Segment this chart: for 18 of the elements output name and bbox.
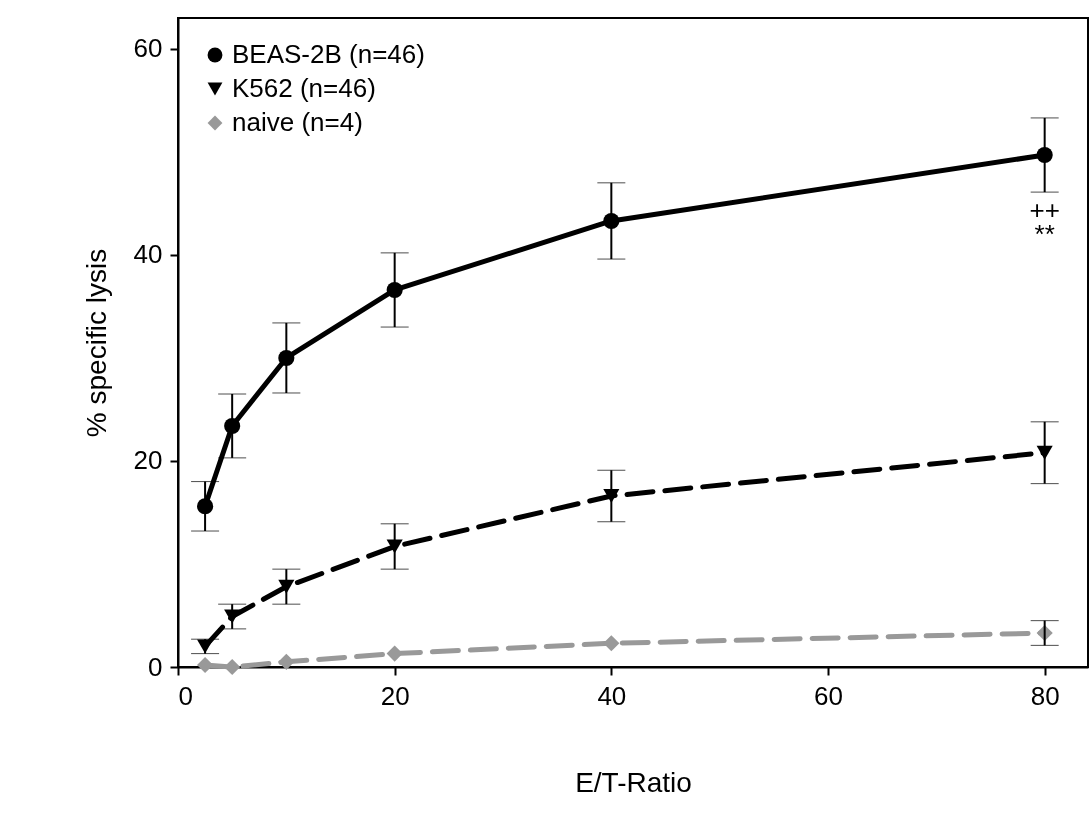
y-axis-title: % specific lysis bbox=[80, 248, 112, 438]
point bbox=[224, 658, 241, 676]
point bbox=[603, 635, 620, 652]
x-tick-label: 0 bbox=[178, 680, 193, 711]
y-tick-label: 40 bbox=[133, 239, 163, 270]
legend-label: naive (n=4) bbox=[232, 107, 363, 137]
y-tick-label: 60 bbox=[133, 33, 163, 64]
y-tick-label: 20 bbox=[133, 445, 163, 476]
x-tick-label: 80 bbox=[1030, 680, 1060, 711]
legend-label: K562 (n=46) bbox=[232, 73, 376, 103]
legend-label: BEAS-2B (n=46) bbox=[232, 39, 425, 69]
x-tick-label: 20 bbox=[380, 680, 410, 711]
point bbox=[278, 653, 295, 670]
x-axis-title: E/T-Ratio bbox=[575, 766, 692, 798]
point bbox=[386, 645, 403, 662]
x-tick-label: 40 bbox=[597, 680, 627, 711]
x-tick-label: 60 bbox=[814, 680, 843, 711]
y-tick-label: 0 bbox=[148, 651, 163, 682]
